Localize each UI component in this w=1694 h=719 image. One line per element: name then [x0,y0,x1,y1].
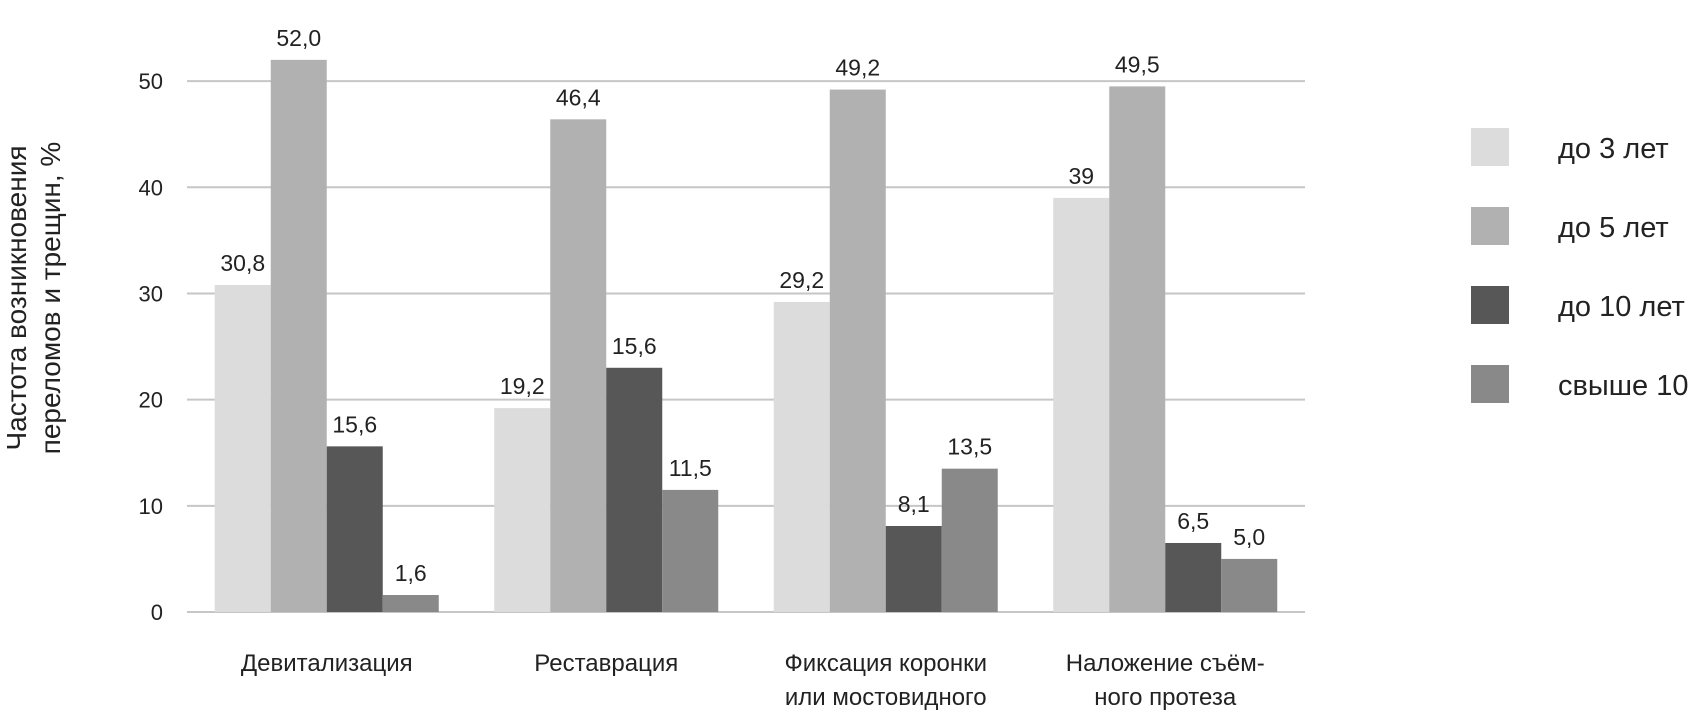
bar [270,59,327,612]
y-axis-label-line-1: Частота возникновения [1,145,32,450]
data-label: 49,2 [835,55,880,81]
bar [1109,86,1166,612]
data-label: 49,5 [1115,51,1160,77]
legend: до 3 лет до 5 лет до 10 лет свыше 10 лет [1471,128,1694,403]
category-label: Фиксация коронки [784,650,987,677]
category-label: или мостовидного [785,684,987,711]
bar [773,301,830,612]
bar [606,367,663,612]
data-label: 46,4 [556,84,601,110]
data-label: 1,6 [395,560,427,586]
bar [494,408,551,612]
data-labels: 30,8 52,0 15,6 1,6 19,2 46,4 15,6 11,5 29,2 49,2 8… [220,25,1265,586]
bar [214,284,271,612]
data-label: 6,5 [1177,508,1209,534]
legend-label: до 3 лет [1558,133,1669,165]
legend-swatch [1471,207,1509,245]
bar [326,446,383,612]
bar [1165,542,1222,612]
y-tick-label: 50 [139,69,163,94]
y-tick-label: 0 [151,600,163,625]
y-axis-label-line-2: переломов и трещин, % [35,142,66,455]
category-label: Девитализация [241,650,413,677]
data-label: 5,0 [1233,524,1265,550]
data-label: 11,5 [669,455,712,481]
y-axis-ticks: 0 10 20 30 40 50 [139,69,163,625]
data-label: 8,1 [898,491,930,517]
legend-label: до 10 лет [1558,291,1685,323]
legend-swatch [1471,365,1509,403]
bar [1053,197,1110,612]
data-label: 15,6 [612,333,657,359]
y-axis-label: Частота возникновения переломов и трещин… [1,142,66,455]
bar [941,468,998,612]
bar [829,89,886,613]
bar [1221,558,1278,612]
bar [885,525,942,612]
data-label: 52,0 [276,25,321,51]
data-label: 39 [1068,163,1094,189]
category-label: Наложение съём- [1066,650,1265,677]
bars [214,59,1278,613]
data-label: 29,2 [779,267,824,293]
y-tick-label: 20 [139,388,163,413]
legend-label: до 5 лет [1558,212,1669,244]
legend-label: свыше 10 лет [1558,370,1694,402]
bar [382,595,439,612]
data-label: 15,6 [332,411,377,437]
bar [662,489,719,612]
category-labels: Девитализация Реставрация Фиксация коронки… [241,650,1265,719]
data-label: 30,8 [220,250,265,276]
y-tick-label: 30 [139,281,163,306]
y-tick-label: 40 [139,175,163,200]
y-tick-label: 10 [139,494,163,519]
data-label: 19,2 [500,373,545,399]
category-label: ного протеза [1094,684,1237,711]
bar [550,119,607,613]
legend-swatch [1471,286,1509,324]
data-label: 13,5 [947,434,992,460]
legend-swatch [1471,128,1509,166]
category-label: Реставрация [534,650,678,677]
